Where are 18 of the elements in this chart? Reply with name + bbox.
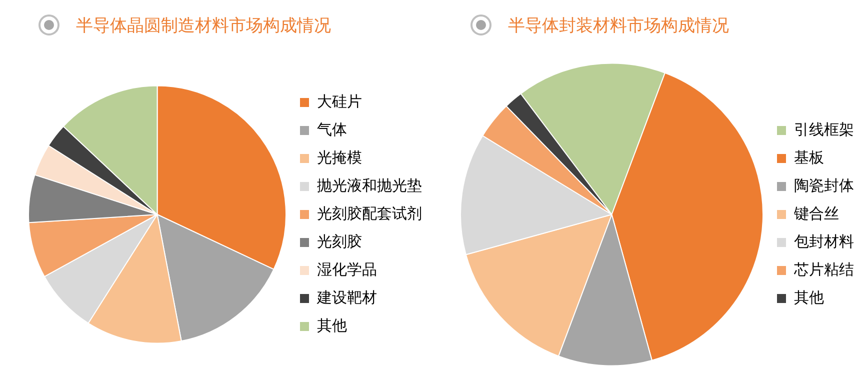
legend-label: 陶瓷封体 xyxy=(794,176,854,194)
legend-label: 其他 xyxy=(794,288,824,306)
legend-label: 建设靶材 xyxy=(316,288,377,306)
legend-label: 气体 xyxy=(317,120,347,138)
legend-label: 光刻胶配套试剂 xyxy=(317,204,422,222)
legend-label: 引线框架 xyxy=(794,120,854,138)
legend-label: 包封材料 xyxy=(794,232,854,250)
legend-label: 光刻胶 xyxy=(317,232,362,250)
legend-label: 其他 xyxy=(317,316,347,334)
legend-label: 键合丝 xyxy=(793,204,839,222)
chart-title: 半导体封装材料市场构成情况 xyxy=(508,14,729,36)
legend-label: 抛光液和抛光垫 xyxy=(317,176,422,194)
legend-label: 湿化学品 xyxy=(317,260,377,278)
legend-label: 基板 xyxy=(794,148,824,166)
legend-label: 光掩模 xyxy=(317,148,362,166)
chart-title: 半导体晶圆制造材料市场构成情况 xyxy=(76,14,331,36)
legend-label: 芯片粘结 xyxy=(793,260,854,278)
legend-label: 大硅片 xyxy=(317,92,362,110)
